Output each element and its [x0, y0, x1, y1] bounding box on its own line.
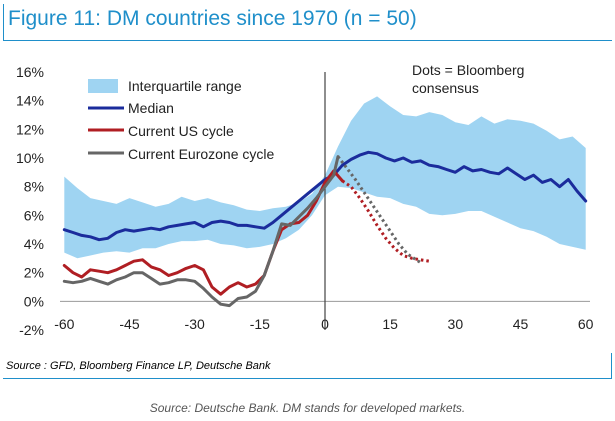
- y-tick-label: 16%: [16, 64, 44, 80]
- series-line-eurozone-cycle: [62, 155, 340, 308]
- frame-right-border: [611, 353, 612, 379]
- y-tick-label: 0%: [24, 293, 44, 309]
- x-tick-label: -45: [119, 316, 139, 332]
- frame-left-border: [3, 4, 4, 41]
- legend-label-us: Current US cycle: [128, 123, 234, 139]
- series-forecast-eurozone-cycle: [336, 155, 422, 264]
- x-tick-label: 0: [321, 316, 329, 332]
- series-forecast-us-cycle: [341, 179, 430, 263]
- y-tick-label: 6%: [24, 207, 44, 223]
- y-tick-label: 12%: [16, 121, 44, 137]
- axis-layer: [60, 72, 590, 330]
- annotation-line-1: Dots = Bloomberg: [412, 62, 524, 78]
- y-tick-label: 8%: [24, 179, 44, 195]
- legend-label-median: Median: [128, 100, 174, 116]
- x-tick-label: 30: [448, 316, 464, 332]
- figure-caption: Source: Deutsche Bank. DM stands for dev…: [149, 401, 466, 415]
- title-underline: [3, 40, 612, 41]
- legend-label-eurozone: Current Eurozone cycle: [128, 146, 275, 162]
- y-tick-label: 4%: [24, 236, 44, 252]
- y-tick-label: 2%: [24, 265, 44, 281]
- legend-swatch-interquartile: [88, 79, 118, 93]
- x-tick-label: 15: [382, 316, 398, 332]
- y-tick-label: -2%: [19, 322, 44, 338]
- x-tick-label: -30: [185, 316, 205, 332]
- y-tick-label: 10%: [16, 150, 44, 166]
- legend-label-interquartile: Interquartile range: [128, 78, 242, 94]
- legend: Interquartile range Median Current US cy…: [88, 78, 275, 162]
- series-layer: [62, 150, 588, 308]
- chart-source-note: Source : GFD, Bloomberg Finance LP, Deut…: [6, 360, 271, 372]
- series-line-us-cycle: [62, 169, 344, 296]
- x-tick-label: -60: [54, 316, 74, 332]
- annotation-line-2: consensus: [412, 80, 479, 96]
- x-tick-label: -15: [250, 316, 270, 332]
- x-tick-label: 45: [513, 316, 529, 332]
- chart-title: Figure 11: DM countries since 1970 (n = …: [8, 7, 417, 30]
- tick-label-layer: -2% 0% 2% 4% 6% 8% 10% 12% 14% 16% -60 -45 -30 -15 0 15…: [16, 64, 594, 338]
- series-line-median: [62, 150, 588, 242]
- x-tick-label: 60: [578, 316, 594, 332]
- y-tick-label: 14%: [16, 93, 44, 109]
- frame-bottom-border: [3, 378, 612, 379]
